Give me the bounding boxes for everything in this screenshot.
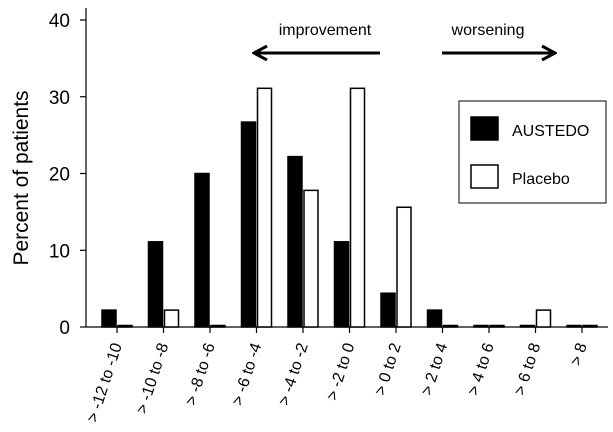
y-tick-label: 10 [49, 241, 70, 262]
x-tick-label: > -10 to -8 [133, 341, 172, 416]
bar-austedo [101, 309, 117, 328]
bar-austedo [333, 241, 350, 328]
bar-placebo [117, 324, 133, 328]
x-tick-label: > -12 to -10 [84, 341, 126, 425]
legend-swatch-placebo [470, 164, 499, 189]
bar-austedo [519, 324, 536, 328]
y-tick-label: 40 [49, 11, 70, 32]
bar-placebo [489, 324, 505, 328]
x-tick-label: > 0 to 2 [372, 341, 405, 398]
x-tick-label: > 8 [568, 341, 591, 368]
x-tick-label: > 2 to 4 [419, 341, 452, 398]
bar-austedo [147, 241, 164, 328]
bars-group [101, 87, 598, 328]
legend-label-placebo: Placebo [512, 171, 570, 188]
bar-austedo [566, 324, 582, 328]
y-tick-label: 30 [49, 88, 70, 109]
bar-placebo [582, 324, 598, 328]
bar-placebo [163, 309, 180, 328]
bar-placebo [256, 87, 273, 328]
bar-placebo [349, 87, 366, 328]
y-tick-label: 0 [59, 318, 70, 339]
bar-placebo [303, 189, 319, 328]
bar-austedo [287, 155, 303, 328]
bar-placebo [210, 324, 226, 328]
bar-placebo [396, 206, 412, 328]
legend: AUSTEDO Placebo [458, 100, 607, 204]
x-tick-label: > -4 to -2 [276, 341, 312, 408]
y-axis-label: Percent of patients [10, 90, 33, 265]
legend-swatch-austedo [470, 116, 499, 141]
y-axis-ticks: 0 10 20 30 40 [49, 11, 86, 339]
bar-austedo [194, 172, 210, 328]
annotation-improvement: improvement [279, 22, 372, 39]
bar-austedo [426, 309, 443, 328]
legend-label-austedo: AUSTEDO [512, 123, 589, 140]
y-tick-label: 20 [49, 165, 70, 186]
bar-austedo [240, 121, 257, 328]
annotation-worsening: worsening [451, 22, 525, 39]
x-tick-label: > -8 to -6 [183, 341, 219, 408]
bar-placebo [442, 324, 459, 328]
x-axis-ticks: > -12 to -10 > -10 to -8 > -8 to -6 > -6 to… [84, 327, 591, 424]
x-tick-label: > 6 to 8 [512, 341, 545, 398]
x-tick-label: > -2 to 0 [324, 341, 358, 403]
bar-austedo [380, 292, 396, 328]
x-tick-label: > -6 to -4 [229, 341, 265, 408]
x-tick-label: > 4 to 6 [465, 341, 498, 398]
bar-austedo [473, 324, 489, 328]
bar-placebo [535, 309, 552, 328]
